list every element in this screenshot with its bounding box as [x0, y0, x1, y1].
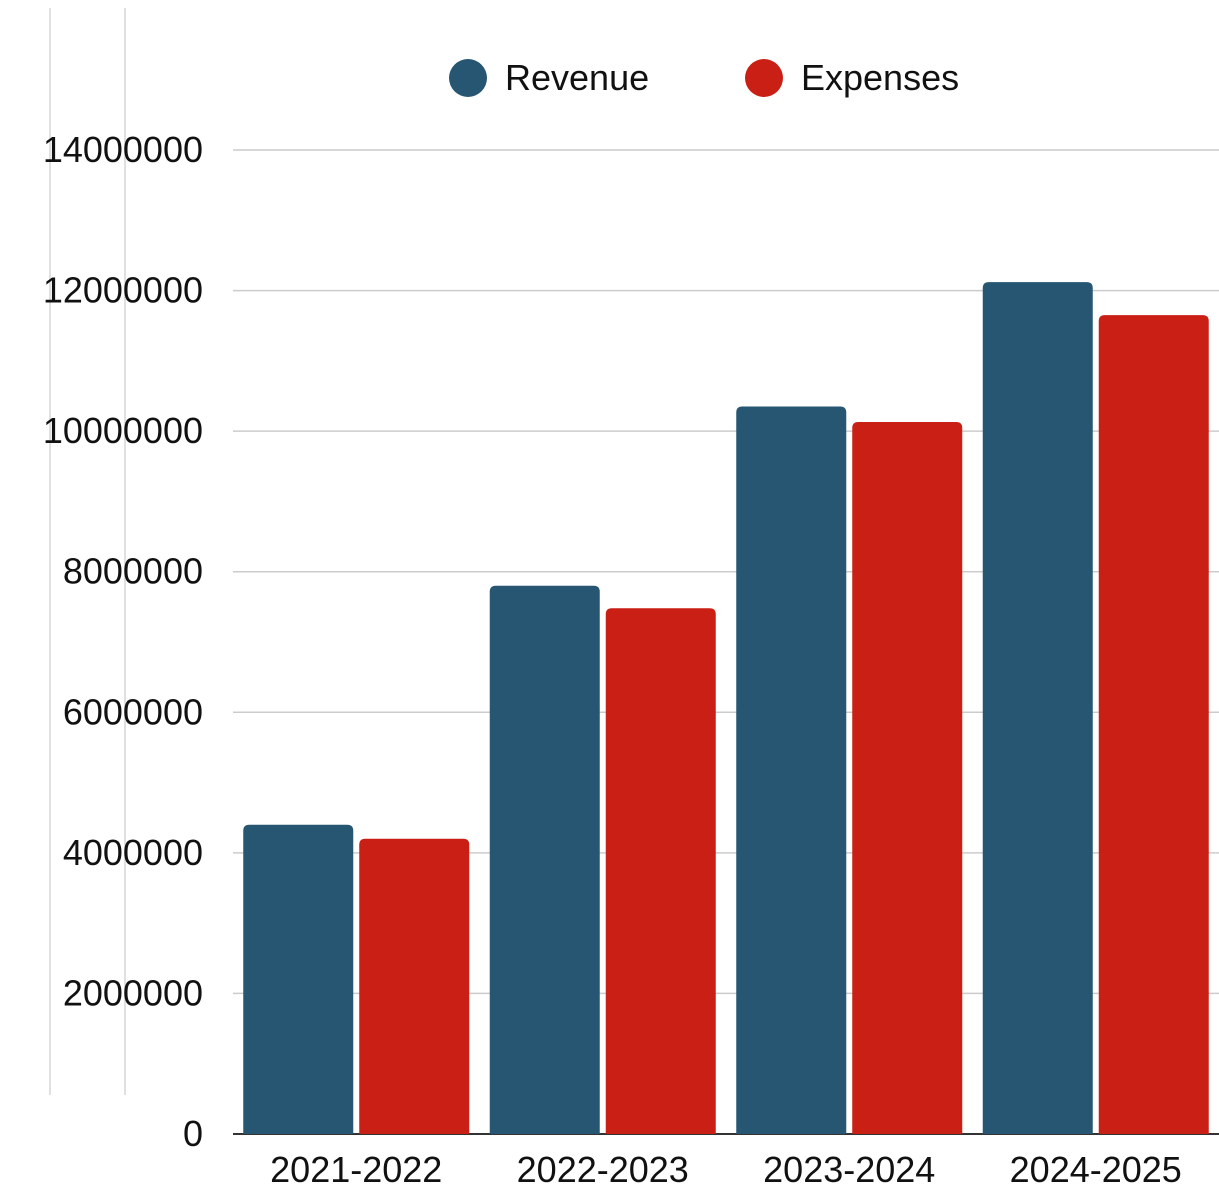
legend: Revenue Expenses	[449, 57, 959, 98]
y-tick-label: 6000000	[63, 691, 203, 732]
legend-swatch-expenses	[745, 59, 783, 97]
y-tick-label: 10000000	[43, 410, 203, 451]
y-tick-label: 12000000	[43, 270, 203, 311]
bar-revenue-2022-2023	[489, 585, 600, 1134]
y-tick-label: 14000000	[43, 129, 203, 170]
bar-expenses-2024-2025	[1098, 315, 1209, 1135]
bar-expenses-2023-2024	[852, 422, 963, 1134]
x-tick-label: 2024-2025	[1010, 1149, 1182, 1190]
y-tick-label: 2000000	[63, 972, 203, 1013]
y-axis-tick-labels: 0 2000000 4000000 6000000 8000000 10000000 120…	[43, 129, 203, 1154]
y-tick-label: 8000000	[63, 551, 203, 592]
x-tick-label: 2022-2023	[517, 1149, 689, 1190]
legend-label-expenses: Expenses	[801, 57, 959, 98]
legend-swatch-revenue	[449, 59, 487, 97]
x-axis-tick-labels: 2021-2022 2022-2023 2023-2024 2024-2025	[270, 1149, 1182, 1190]
y-tick-label: 4000000	[63, 832, 203, 873]
decorative-lines	[49, 8, 126, 1095]
bar-revenue-2021-2022	[243, 824, 354, 1134]
bar-expenses-2022-2023	[605, 608, 716, 1134]
bar-revenue-2024-2025	[982, 282, 1093, 1134]
x-tick-label: 2021-2022	[270, 1149, 442, 1190]
x-tick-label: 2023-2024	[763, 1149, 935, 1190]
bar-revenue-2023-2024	[736, 406, 847, 1134]
legend-label-revenue: Revenue	[505, 57, 649, 98]
bar-expenses-2021-2022	[359, 838, 470, 1134]
bars	[243, 282, 1209, 1135]
y-tick-label: 0	[183, 1113, 203, 1154]
